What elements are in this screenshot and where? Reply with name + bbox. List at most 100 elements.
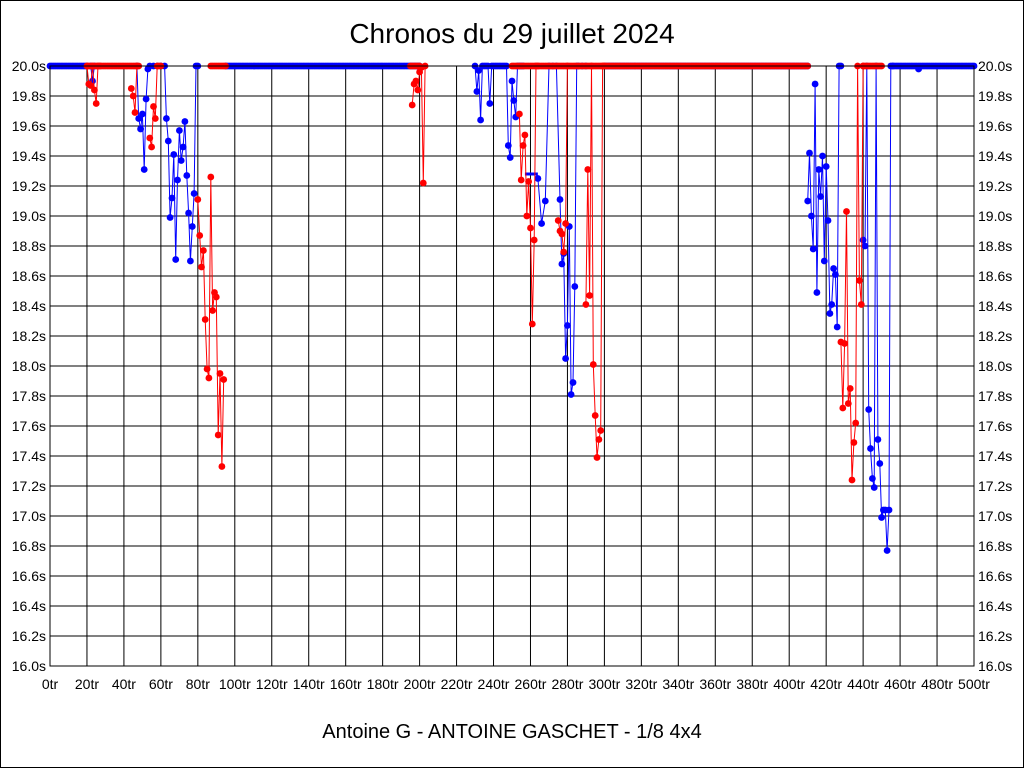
x-tick-label: 340tr [662, 676, 694, 692]
data-point [504, 142, 512, 149]
data-point [205, 374, 213, 382]
data-point [170, 151, 178, 158]
y-tick-label: 16.2s [12, 628, 46, 644]
data-point [564, 322, 571, 329]
y-tick-label: 17.8s [12, 388, 46, 404]
y-tick-label-right: 16.6s [978, 568, 1012, 584]
y-tick-label: 17.2s [12, 478, 46, 494]
data-point [477, 116, 484, 124]
data-point [142, 95, 150, 103]
data-point [140, 166, 148, 173]
data-point [562, 355, 569, 362]
data-point [813, 289, 821, 296]
y-tick-label-right: 20.0s [978, 58, 1012, 74]
data-point [815, 166, 823, 173]
data-point [856, 277, 863, 284]
data-point [510, 97, 518, 104]
x-tick-label: 180tr [367, 676, 399, 692]
y-tick-label: 18.0s [12, 358, 46, 374]
data-point [538, 220, 545, 227]
data-point [164, 137, 172, 145]
x-tick-label: 240tr [478, 676, 510, 692]
x-tick-label: 460tr [884, 676, 916, 692]
data-point [194, 196, 202, 203]
data-point [475, 67, 483, 74]
y-tick-label-right: 16.0s [978, 658, 1012, 674]
x-tick-label: 20tr [75, 676, 99, 692]
x-tick-label: 60tr [149, 676, 173, 692]
data-point [92, 100, 100, 107]
data-point [541, 197, 549, 205]
y-tick-label-right: 18.0s [978, 358, 1012, 374]
data-point [883, 547, 891, 554]
data-point [209, 307, 217, 314]
x-tick-labels: 0tr 20tr 40tr 60tr 80tr 100tr 120tr 140tr 160tr 1… [42, 676, 990, 692]
data-point [148, 143, 156, 151]
y-tick-label-right: 18.6s [978, 268, 1012, 284]
data-point [137, 125, 145, 133]
y-tick-label-right: 19.8s [978, 88, 1012, 104]
data-point [571, 283, 579, 290]
x-tick-label: 100tr [219, 676, 251, 692]
data-point [817, 193, 824, 200]
data-point [506, 154, 514, 161]
data-point [809, 245, 817, 253]
series-line [585, 65, 604, 458]
y-tick-labels-left: 16.0s 16.2s 16.4s 16.6s 16.8s 17.0s 17.2s 17.4s… [12, 58, 46, 674]
series-line [518, 65, 538, 325]
x-tick-label: 0tr [42, 676, 59, 692]
series-0 [46, 62, 978, 554]
data-point [857, 301, 865, 308]
data-point [188, 223, 196, 230]
x-tick-label: 360tr [699, 676, 731, 692]
data-point [129, 92, 137, 100]
y-tick-label: 19.0s [12, 208, 46, 224]
y-tick-label: 19.4s [12, 148, 46, 164]
y-tick-label-right: 17.8s [978, 388, 1012, 404]
data-point [848, 476, 856, 484]
data-point [516, 110, 523, 118]
data-point [586, 292, 593, 299]
data-point [181, 118, 189, 125]
data-point [843, 208, 850, 215]
x-tick-label: 500tr [958, 676, 990, 692]
data-point [861, 242, 869, 250]
data-point [216, 370, 224, 377]
data-point [220, 376, 228, 383]
data-point [824, 217, 832, 224]
data-point [151, 115, 159, 122]
data-point [135, 115, 143, 122]
data-point [207, 173, 215, 181]
data-point [179, 143, 187, 151]
x-tick-label: 200tr [404, 676, 436, 692]
x-tick-label: 160tr [330, 676, 362, 692]
series-line [807, 65, 841, 328]
data-point [597, 427, 605, 434]
y-tick-label-right: 16.4s [978, 598, 1012, 614]
data-point [127, 85, 135, 92]
y-tick-label-right: 17.0s [978, 508, 1012, 524]
data-point [859, 236, 867, 244]
data-point [554, 217, 562, 224]
data-point [806, 149, 813, 157]
data-point [190, 190, 198, 197]
y-tick-label-right: 16.2s [978, 628, 1012, 644]
data-point [187, 257, 194, 265]
data-point [593, 454, 601, 461]
y-tick-label-right: 18.8s [978, 238, 1012, 254]
y-tick-label: 18.4s [12, 298, 46, 314]
series-group [46, 62, 978, 554]
data-point [412, 77, 420, 85]
data-point [172, 256, 180, 263]
series-1 [83, 62, 885, 484]
data-point [214, 431, 222, 439]
series-line [197, 176, 225, 467]
data-point [185, 209, 193, 217]
series-line [862, 65, 893, 551]
data-point [560, 248, 568, 256]
data-point [87, 82, 95, 89]
data-point [839, 404, 847, 412]
y-tick-label-right: 18.2s [978, 328, 1012, 344]
